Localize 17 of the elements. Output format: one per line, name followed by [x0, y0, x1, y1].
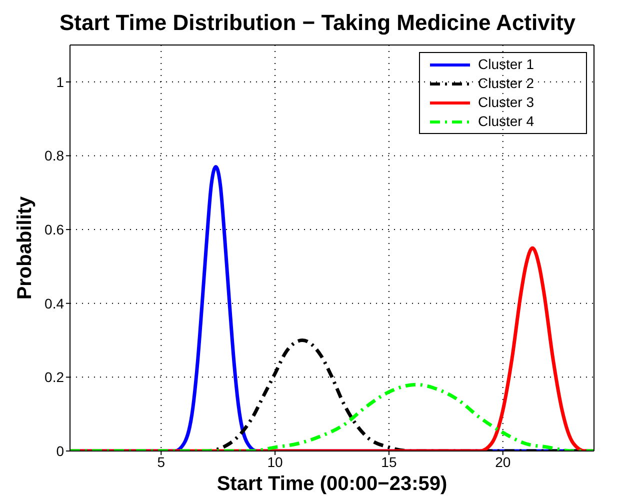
x-tick-label: 10: [267, 454, 284, 470]
y-tick-label: 0.4: [44, 295, 64, 312]
y-tick-label: 0.2: [44, 369, 64, 386]
legend-label: Cluster 4: [478, 112, 534, 131]
legend-label: Cluster 3: [478, 93, 534, 112]
x-tick-label: 20: [495, 454, 511, 470]
y-tick-label: 0.6: [44, 222, 64, 238]
x-axis-title: Start Time (00:00−23:59): [216, 473, 448, 495]
chart-title: Start Time Distribution − Taking Medicine Activity: [58, 10, 577, 36]
legend-label: Cluster 2: [478, 74, 534, 93]
x-tick-label: 5: [157, 454, 166, 470]
y-axis-title: Probability: [14, 195, 36, 300]
y-tick-label: 0.8: [44, 148, 64, 164]
y-tick-label: 1: [56, 74, 64, 90]
y-tick-label: 0: [56, 442, 64, 459]
legend-label: Cluster 1: [478, 55, 534, 74]
x-tick-label: 15: [381, 454, 397, 470]
